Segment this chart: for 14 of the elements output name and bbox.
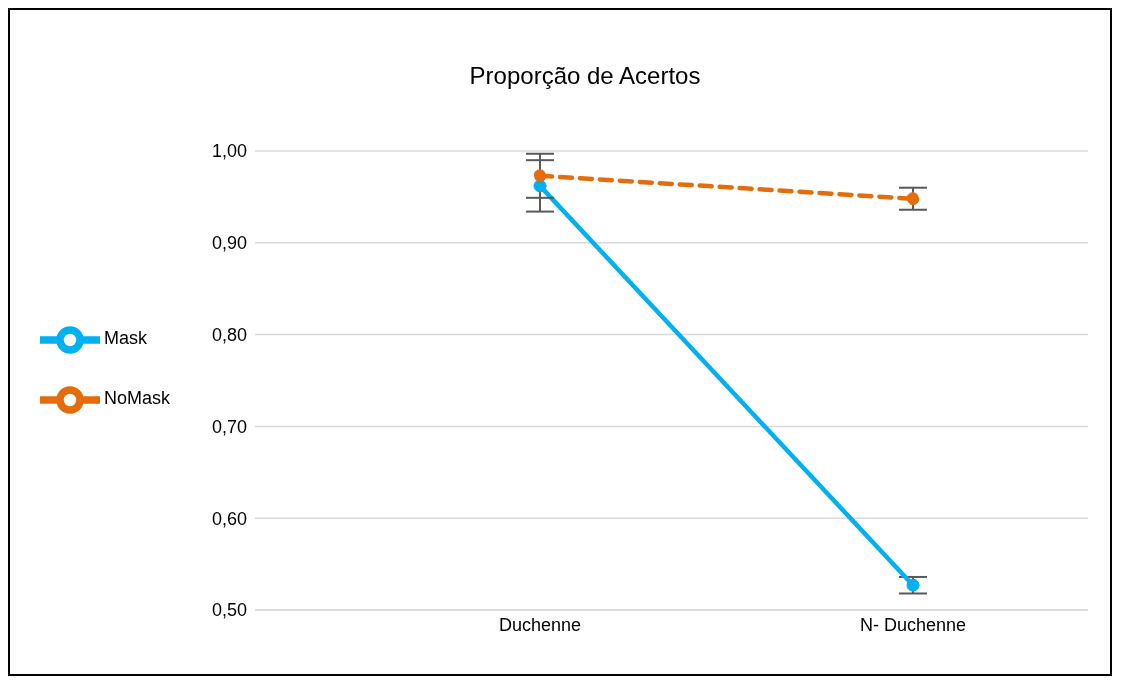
y-tick-label: 1,00 — [211, 141, 247, 162]
point — [906, 578, 920, 592]
y-tick-label: 0,90 — [211, 233, 247, 254]
y-tick-label: 0,50 — [211, 600, 247, 621]
legend-label: Mask — [104, 328, 148, 349]
point — [906, 192, 920, 206]
y-tick-label: 0,70 — [211, 416, 247, 437]
y-tick-label: 0,60 — [211, 508, 247, 529]
chart-title: Proporção de Acertos — [468, 62, 702, 90]
y-tick-label: 0,80 — [211, 324, 247, 345]
point — [533, 169, 547, 183]
x-tick-label: Duchenne — [498, 614, 582, 635]
legend-label: NoMask — [104, 388, 171, 409]
x-tick-label: N- Duchenne — [859, 614, 967, 635]
